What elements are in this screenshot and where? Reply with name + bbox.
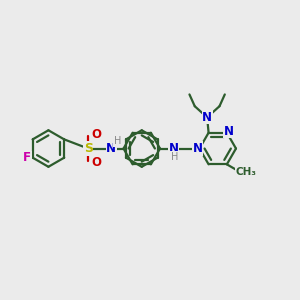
Text: CH₃: CH₃ <box>236 167 257 177</box>
Text: O: O <box>92 156 101 169</box>
Text: S: S <box>84 142 93 155</box>
Text: O: O <box>92 128 101 142</box>
Text: N: N <box>192 142 203 155</box>
Text: N: N <box>169 142 178 155</box>
Text: N: N <box>224 125 234 138</box>
Text: H: H <box>114 136 121 146</box>
Text: N: N <box>202 111 212 124</box>
Text: F: F <box>23 151 31 164</box>
Text: N: N <box>106 142 116 155</box>
Text: H: H <box>171 152 178 162</box>
